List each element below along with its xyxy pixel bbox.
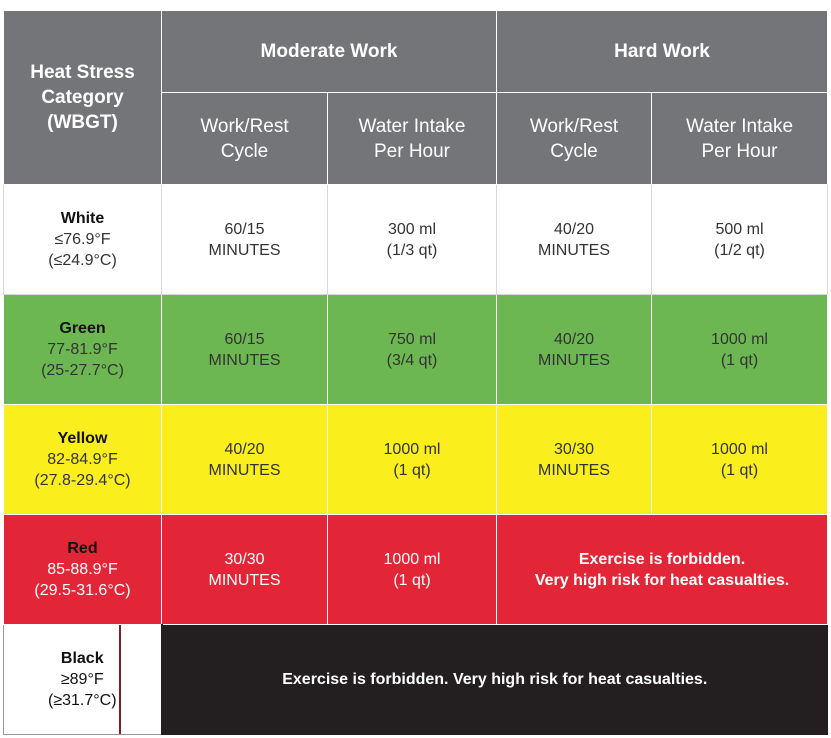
black-forbidden-note: Exercise is forbidden. Very high risk fo… bbox=[160, 624, 829, 735]
yellow-moderate-water: 1000 ml (1 qt) bbox=[327, 404, 497, 515]
green-hard-cycle: 40/20 MINUTES bbox=[496, 294, 652, 405]
category-yellow: Yellow 82-84.9°F (27.8-29.4°C) bbox=[3, 404, 162, 515]
red-moderate-water: 1000 ml (1 qt) bbox=[327, 514, 497, 625]
table-row: Red 85-88.9°F (29.5-31.6°C) 30/30 MINUTES… bbox=[3, 514, 829, 625]
green-moderate-water: 750 ml (3/4 qt) bbox=[327, 294, 497, 405]
category-white: White ≤76.9°F (≤24.9°C) bbox=[3, 184, 162, 295]
category-green: Green 77-81.9°F (25-27.7°C) bbox=[3, 294, 162, 405]
header-category: Heat Stress Category (WBGT) bbox=[3, 10, 162, 185]
yellow-hard-cycle: 30/30 MINUTES bbox=[496, 404, 652, 515]
white-hard-cycle: 40/20 MINUTES bbox=[496, 184, 652, 295]
category-red: Red 85-88.9°F (29.5-31.6°C) bbox=[3, 514, 162, 625]
red-hard-forbidden-note: Exercise is forbidden. Very high risk fo… bbox=[495, 514, 829, 625]
table-row: Black ≥89°F (≥31.7°C) Exercise is forbid… bbox=[3, 624, 829, 735]
green-hard-water: 1000 ml (1 qt) bbox=[650, 294, 829, 405]
category-black: Black ≥89°F (≥31.7°C) bbox=[3, 624, 163, 735]
yellow-hard-water: 1000 ml (1 qt) bbox=[650, 404, 829, 515]
white-hard-water: 500 ml (1/2 qt) bbox=[650, 184, 829, 295]
header-moderate-water: Water Intake Per Hour bbox=[327, 92, 497, 185]
green-moderate-cycle: 60/15 MINUTES bbox=[161, 294, 328, 405]
yellow-moderate-cycle: 40/20 MINUTES bbox=[161, 404, 328, 515]
table-row: Green 77-81.9°F (25-27.7°C) 60/15 MINUTES… bbox=[3, 294, 829, 405]
header-hard-work-rest: Work/Rest Cycle bbox=[496, 92, 652, 185]
white-moderate-cycle: 60/15 MINUTES bbox=[161, 184, 328, 295]
divider-line bbox=[118, 625, 121, 734]
white-moderate-water: 300 ml (1/3 qt) bbox=[327, 184, 497, 295]
table-row: White ≤76.9°F (≤24.9°C) 60/15 MINUTES 300… bbox=[3, 184, 829, 295]
heat-stress-table: Heat Stress Category (WBGT) Moderate Wor… bbox=[3, 10, 829, 735]
red-moderate-cycle: 30/30 MINUTES bbox=[161, 514, 328, 625]
header-hard-water: Water Intake Per Hour bbox=[650, 92, 829, 185]
header-moderate-work: Moderate Work bbox=[161, 10, 497, 93]
heat-stress-table-container: Heat Stress Category (WBGT) Moderate Wor… bbox=[3, 10, 829, 735]
header-hard-work: Hard Work bbox=[495, 10, 829, 93]
header-moderate-work-rest: Work/Rest Cycle bbox=[161, 92, 328, 185]
table-row: Yellow 82-84.9°F (27.8-29.4°C) 40/20 MINU… bbox=[3, 404, 829, 515]
